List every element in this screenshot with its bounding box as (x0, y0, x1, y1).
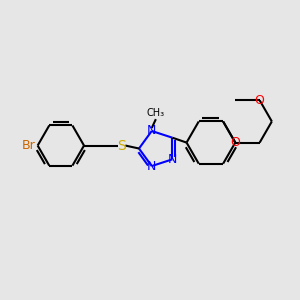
Text: N: N (147, 124, 156, 137)
Text: N: N (147, 160, 156, 172)
Text: Br: Br (22, 139, 35, 152)
Text: S: S (117, 139, 126, 152)
Text: CH₃: CH₃ (147, 108, 165, 118)
Text: O: O (255, 94, 265, 107)
Text: O: O (230, 136, 240, 149)
Text: N: N (168, 153, 177, 166)
